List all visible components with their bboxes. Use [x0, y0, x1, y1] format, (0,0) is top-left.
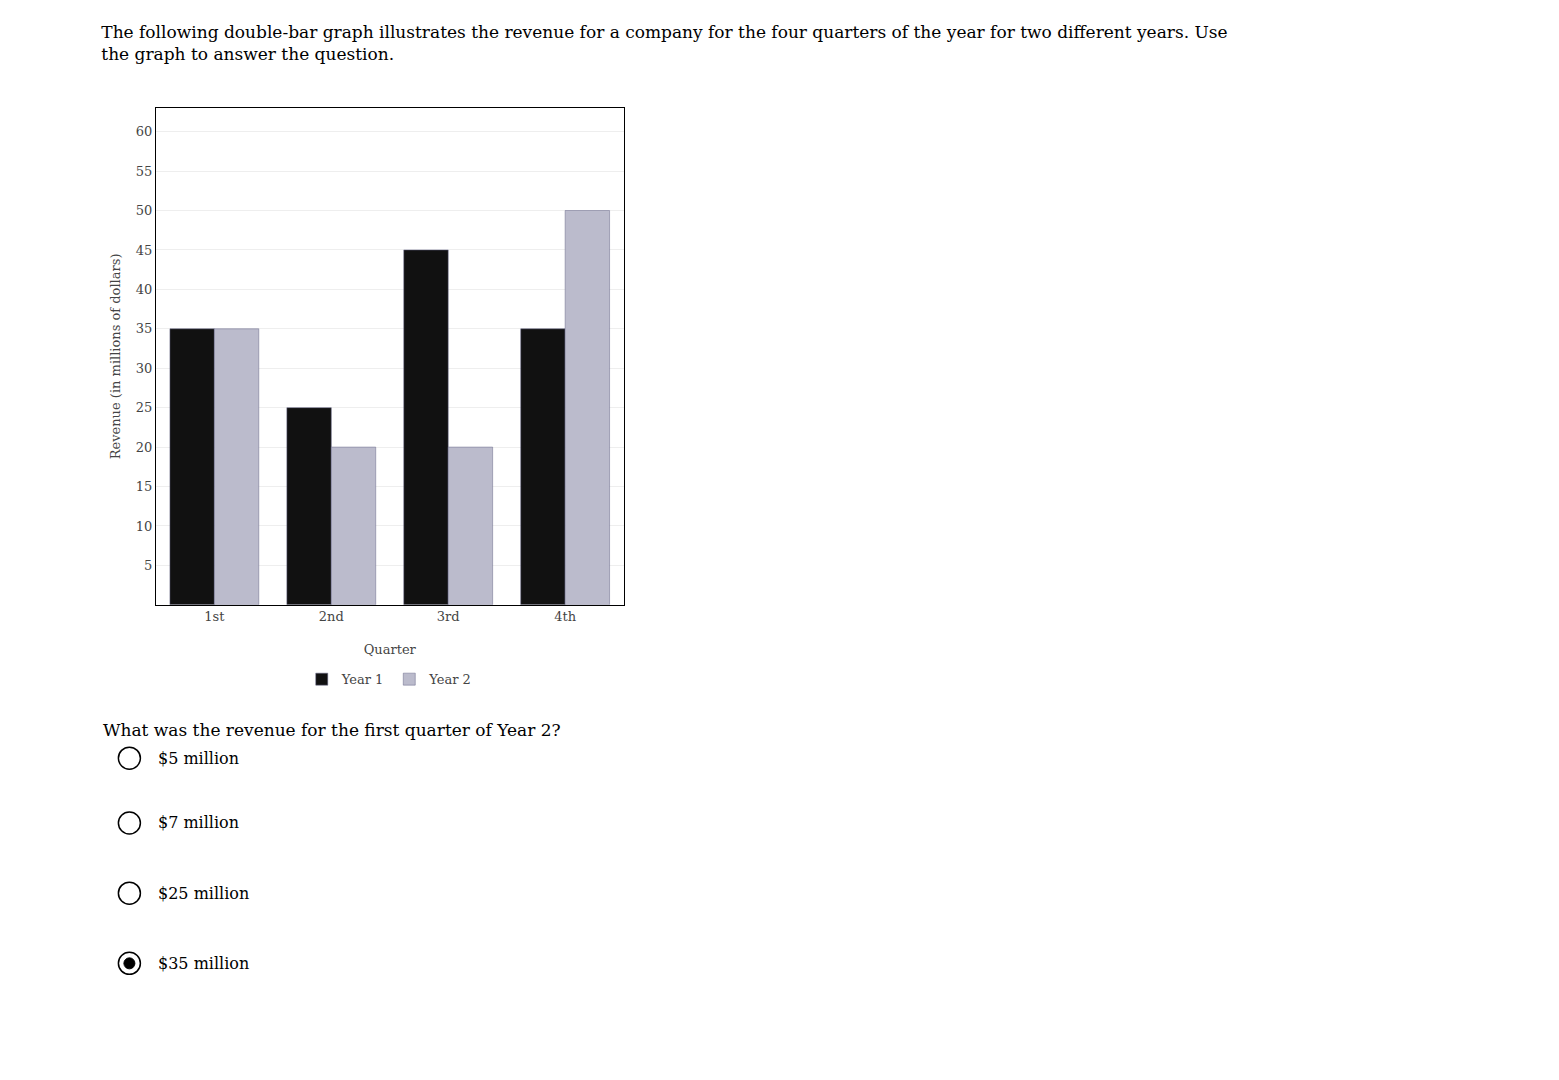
- svg-text:Revenue (in millions of dollar: Revenue (in millions of dollars): [108, 254, 123, 460]
- svg-text:30: 30: [136, 361, 153, 376]
- svg-text:What was the revenue for the f: What was the revenue for the first quart…: [103, 720, 561, 740]
- svg-text:$7 million: $7 million: [158, 813, 239, 832]
- svg-text:25: 25: [136, 400, 153, 415]
- svg-text:10: 10: [136, 518, 153, 533]
- svg-text:The following double-bar graph: The following double-bar graph illustrat…: [101, 22, 1227, 64]
- svg-text:4th: 4th: [554, 609, 576, 624]
- svg-text:3rd: 3rd: [437, 609, 460, 624]
- svg-text:50: 50: [136, 203, 153, 218]
- svg-text:35: 35: [136, 321, 153, 336]
- svg-text:20: 20: [136, 440, 153, 455]
- svg-text:45: 45: [136, 242, 153, 257]
- svg-text:60: 60: [136, 124, 153, 139]
- svg-text:$35 million: $35 million: [158, 954, 249, 973]
- svg-text:15: 15: [136, 479, 153, 494]
- svg-text:1st: 1st: [204, 609, 225, 624]
- svg-text:$25 million: $25 million: [158, 884, 249, 903]
- svg-text:$5 million: $5 million: [158, 749, 239, 768]
- svg-text:Quarter: Quarter: [364, 642, 417, 657]
- svg-text:Year 2: Year 2: [428, 672, 471, 687]
- svg-text:2nd: 2nd: [319, 609, 344, 624]
- svg-text:55: 55: [136, 164, 153, 179]
- svg-text:Year 1: Year 1: [341, 672, 384, 687]
- svg-text:40: 40: [136, 282, 153, 297]
- svg-text:5: 5: [144, 558, 152, 573]
